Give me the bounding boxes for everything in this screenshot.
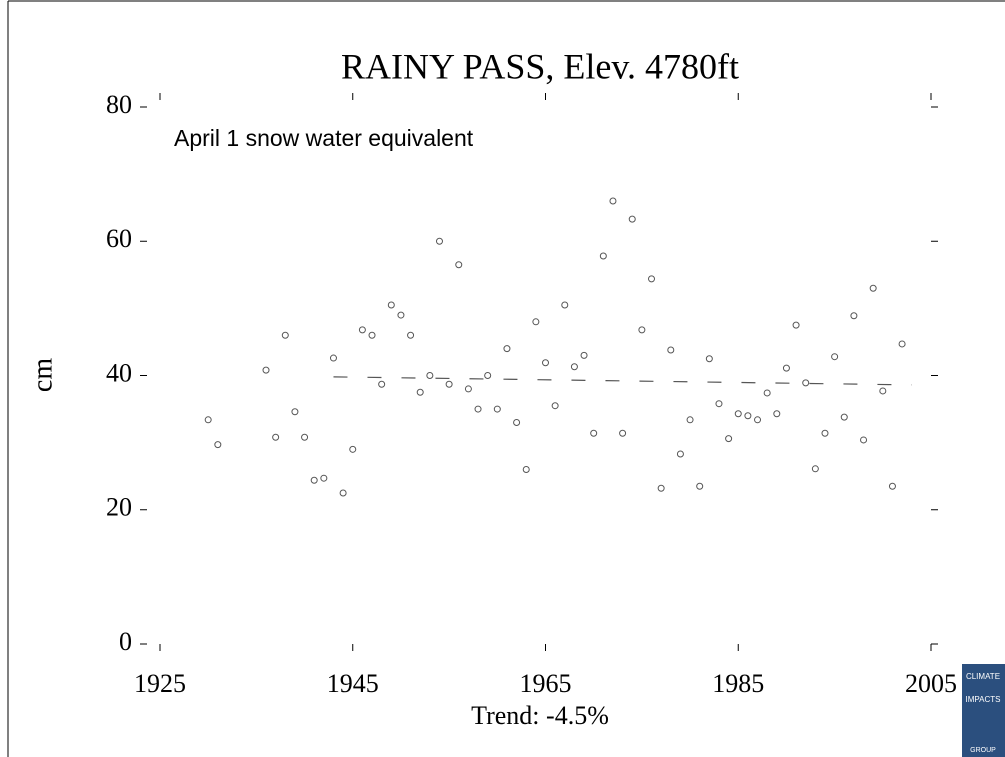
point (493, 405, 501, 413)
point (397, 311, 405, 319)
x-tick-label: 2005 (905, 669, 957, 698)
y-tick-label: 0 (119, 627, 132, 656)
point (792, 321, 800, 329)
point (686, 416, 694, 424)
point (214, 441, 222, 449)
point (821, 429, 829, 437)
point (619, 429, 627, 437)
point (378, 380, 386, 388)
point (368, 331, 376, 339)
point (474, 405, 482, 413)
point (696, 482, 704, 490)
point (464, 385, 472, 393)
y-axis-label: cm (27, 358, 58, 392)
point (609, 197, 617, 205)
point (522, 465, 530, 473)
point (850, 312, 858, 320)
point (638, 326, 646, 334)
point (802, 379, 810, 387)
logo: CLIMATE IMPACTS GROUP (962, 664, 1005, 757)
logo-box (962, 664, 1005, 757)
point (426, 372, 434, 379)
point (599, 252, 607, 260)
point (725, 435, 733, 443)
point (763, 389, 771, 397)
point (782, 364, 790, 372)
point (320, 474, 328, 482)
point (831, 353, 839, 361)
point (840, 413, 848, 421)
y-tick-label: 80 (106, 90, 132, 119)
point (484, 372, 492, 379)
point (744, 412, 752, 420)
point (754, 416, 762, 424)
point (349, 445, 357, 453)
point (667, 346, 675, 354)
trend-label: Trend: -4.5% (471, 701, 609, 730)
point (734, 410, 742, 418)
point (869, 284, 877, 292)
point (291, 408, 299, 416)
point (339, 489, 347, 497)
logo-text: CLIMATE (966, 672, 1000, 681)
point (513, 418, 521, 426)
point (628, 215, 636, 223)
point (676, 450, 684, 458)
y-tick-label: 40 (106, 358, 132, 387)
point (281, 331, 289, 339)
x-tick-label: 1965 (520, 669, 572, 698)
point (879, 387, 887, 395)
chart-title: RAINY PASS, Elev. 4780ft (341, 46, 739, 86)
point (715, 400, 723, 408)
y-tick-label: 20 (106, 493, 132, 522)
point (455, 261, 463, 269)
point (387, 301, 395, 309)
point (407, 331, 415, 339)
point (503, 345, 511, 353)
logo-text: IMPACTS (966, 695, 1001, 704)
point (705, 355, 713, 363)
point (551, 402, 559, 410)
x-tick-label: 1985 (712, 669, 764, 698)
point (310, 476, 318, 484)
annotation: April 1 snow water equivalent (174, 125, 474, 151)
point (570, 363, 578, 371)
point (542, 359, 549, 367)
point (860, 436, 868, 444)
point (773, 410, 781, 418)
point (580, 351, 588, 359)
point (358, 326, 366, 334)
point (272, 433, 280, 441)
point (898, 340, 906, 348)
point (204, 416, 212, 424)
x-tick-label: 1925 (134, 669, 186, 698)
point (532, 318, 540, 326)
point (416, 388, 424, 396)
point (329, 354, 337, 362)
point (648, 275, 656, 283)
point (590, 429, 598, 437)
trend-line (333, 376, 912, 386)
point (811, 465, 819, 473)
x-tick-label: 1945 (327, 669, 379, 698)
point (657, 484, 665, 492)
point (561, 301, 569, 309)
point (888, 482, 896, 490)
point (301, 433, 309, 441)
point (445, 380, 453, 388)
point (262, 366, 270, 374)
logo-text: GROUP (970, 747, 996, 754)
y-tick-label: 60 (106, 224, 132, 253)
point (435, 237, 443, 245)
